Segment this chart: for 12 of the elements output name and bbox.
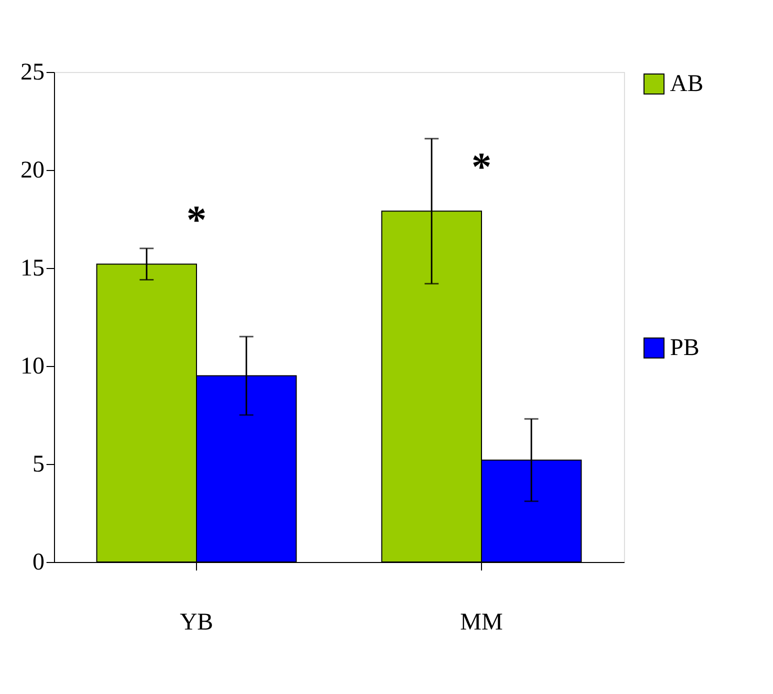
y-tick-label: 25 — [20, 60, 44, 86]
legend-label: PB — [670, 335, 700, 361]
x-tick-label: YB — [180, 610, 214, 636]
y-tick-label: 15 — [20, 256, 44, 282]
y-tick-label: 20 — [20, 158, 44, 184]
annotation: * — [186, 196, 206, 242]
y-tick-label: 0 — [32, 550, 44, 576]
y-tick-label: 5 — [32, 452, 44, 478]
annotation: * — [472, 144, 492, 190]
y-tick-label: 10 — [20, 354, 44, 380]
legend-label: AB — [670, 71, 704, 97]
x-tick-label: MM — [460, 610, 503, 636]
